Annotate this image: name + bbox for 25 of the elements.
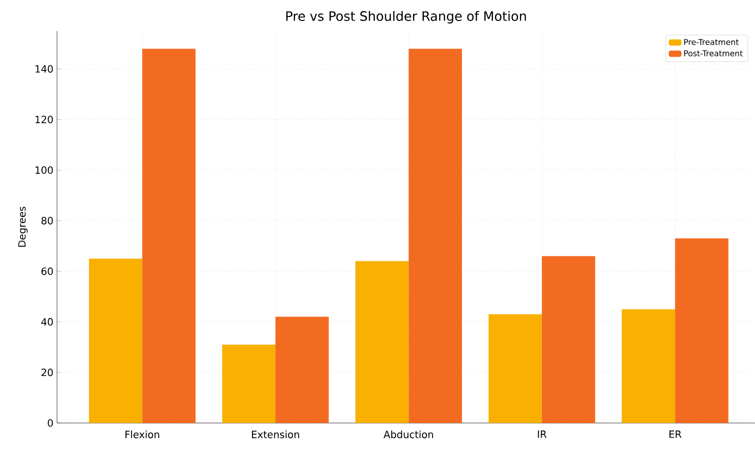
- bar: [622, 309, 676, 423]
- y-tick-label: 60: [42, 267, 53, 276]
- x-tick-label: Flexion: [125, 430, 160, 438]
- bar: [222, 344, 276, 423]
- y-tick-label: 0: [48, 419, 53, 427]
- y-tick-label: 120: [36, 116, 53, 124]
- bar: [275, 316, 329, 423]
- y-axis-title: Degrees: [18, 206, 28, 247]
- bar: [542, 256, 596, 423]
- x-tick-label: IR: [538, 430, 547, 438]
- y-tick-label: 40: [41, 318, 53, 326]
- bar: [675, 238, 728, 423]
- bar: [88, 258, 142, 423]
- x-tick-label: Extension: [252, 430, 300, 438]
- y-tick-label: 140: [36, 65, 53, 73]
- x-tick-label: Abduction: [384, 430, 433, 438]
- bar: [142, 48, 196, 423]
- bar: [355, 261, 409, 423]
- y-tick-label: 100: [36, 166, 53, 174]
- y-tick-label: 20: [42, 368, 53, 376]
- x-tick-label: ER: [669, 430, 682, 438]
- bar: [488, 314, 542, 423]
- y-tick-label: 80: [41, 216, 53, 224]
- bar: [408, 48, 462, 423]
- chart-title: Pre vs Post Shoulder Range of Motion: [286, 10, 526, 24]
